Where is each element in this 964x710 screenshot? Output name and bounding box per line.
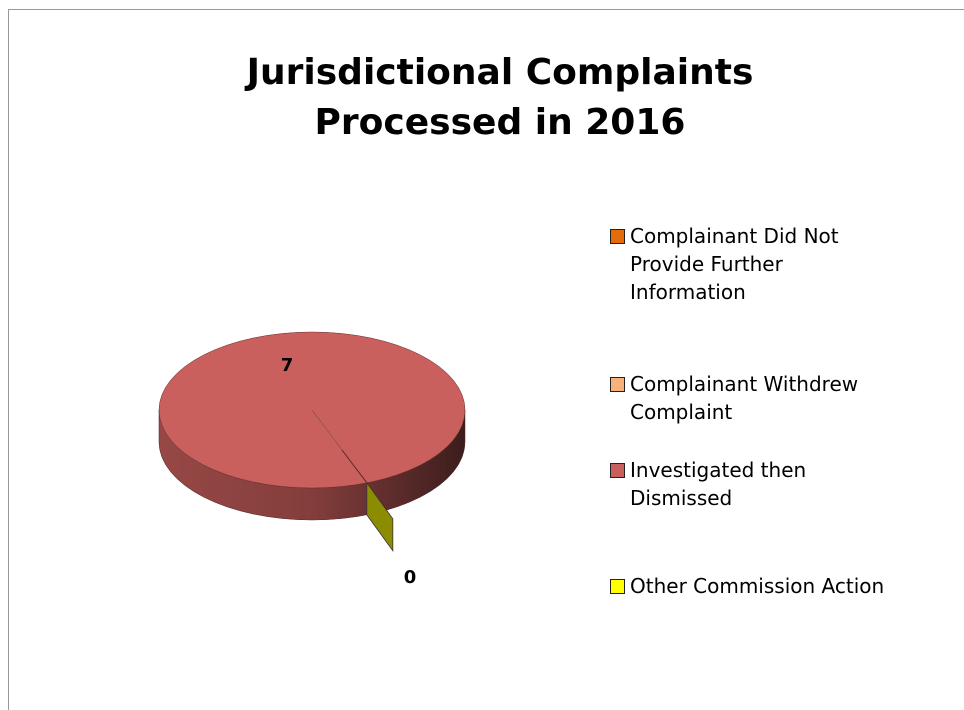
legend-item: Other Commission Action	[610, 572, 920, 600]
pie-slice-wall	[366, 481, 394, 553]
legend-label: Complainant Did Not Provide Further Info…	[630, 224, 839, 304]
legend-item: Complainant Withdrew Complaint	[610, 370, 920, 426]
data-label: 7	[281, 355, 294, 376]
legend-label: Other Commission Action	[630, 574, 885, 598]
legend-swatch	[610, 377, 625, 392]
legend-swatch	[610, 229, 625, 244]
legend-item: Investigated then Dismissed	[610, 456, 920, 512]
chart-title: Jurisdictional Complaints Processed in 2…	[246, 52, 754, 143]
data-label: 0	[404, 567, 417, 588]
legend-item: Complainant Did Not Provide Further Info…	[610, 222, 920, 306]
legend-label: Investigated then Dismissed	[630, 458, 807, 510]
pie-cut-line	[341, 449, 368, 484]
legend-swatch	[610, 463, 625, 478]
legend-label: Complainant Withdrew Complaint	[630, 372, 859, 424]
chart-frame	[8, 9, 964, 710]
legend-swatch	[610, 579, 625, 594]
